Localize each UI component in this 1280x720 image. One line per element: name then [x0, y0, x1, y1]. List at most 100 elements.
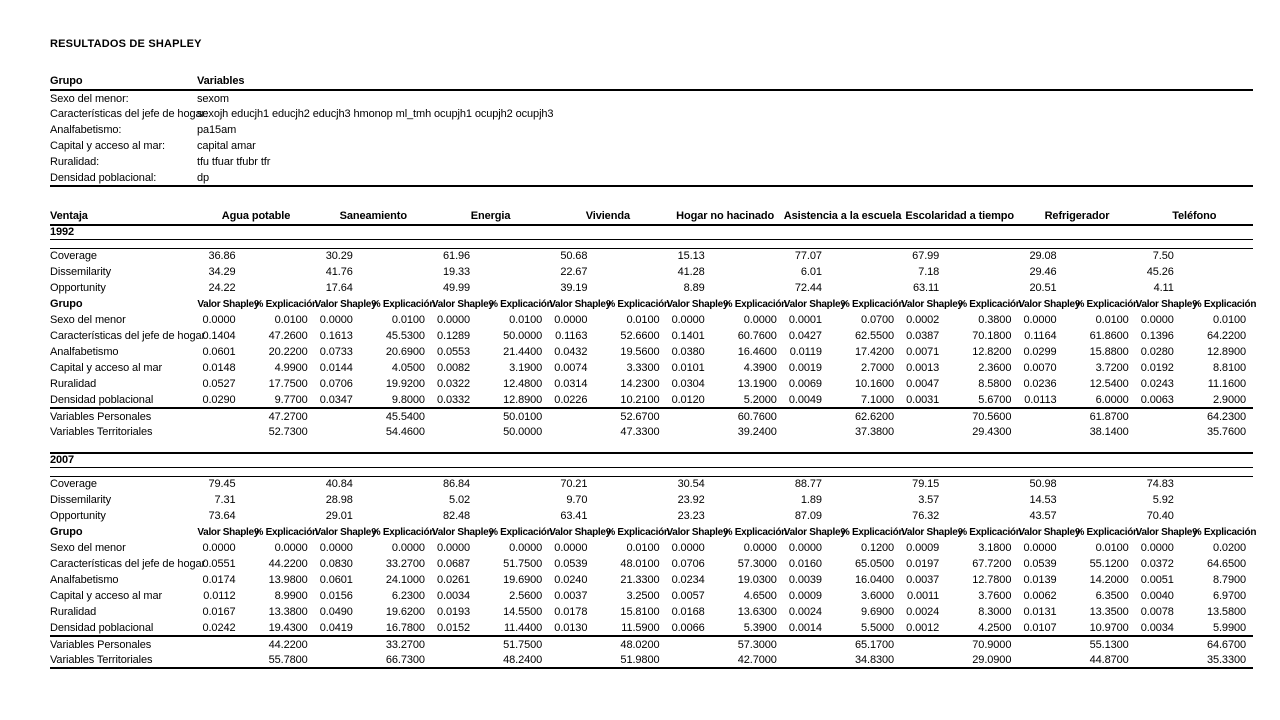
group-data-row: Ruralidad 0.0527 17.7500 0.0706 19.9200 0.032…: [50, 376, 1253, 392]
empty-cell: [255, 248, 315, 264]
shapley-value: 0.0014: [783, 620, 841, 637]
shapley-value: 0.0034: [1135, 620, 1193, 637]
subheader-pct-explicacion: % Explicación: [723, 298, 788, 310]
summary-row: Coverage 36.86 30.29 61.96 50.68 15.13 77.07 67…: [50, 248, 1253, 264]
pct-explicacion-value: 8.3000: [978, 606, 1012, 618]
shapley-value: 0.0078: [1140, 606, 1174, 618]
shapley-value: 0.0178: [554, 606, 588, 618]
total-pct-value: 35.7600: [1206, 426, 1246, 438]
empty-cell: [1075, 476, 1135, 492]
pct-explicacion-value: 0.0000: [509, 542, 543, 554]
summary-value: 23.23: [677, 510, 705, 522]
shapley-value: 0.0527: [202, 378, 236, 390]
shapley-value: 0.0706: [671, 558, 705, 570]
empty-cell: [489, 508, 549, 524]
empty-cell: [666, 652, 724, 669]
row-label: Variables Personales: [50, 410, 152, 423]
pct-explicacion-value: 0.0100: [1095, 542, 1129, 554]
pct-explicacion-value: 24.1000: [385, 574, 425, 586]
shapley-value: 0.0332: [431, 392, 490, 409]
subheader-valor-shapley: Valor Shapley: [1135, 298, 1198, 310]
shapley-value: 0.0002: [906, 314, 940, 326]
pct-explicacion-value: 0.0700: [861, 314, 895, 326]
total-pct-value: 44.2200: [268, 638, 308, 651]
shapley-value: 0.0242: [197, 620, 255, 637]
group-name: Características del jefe de hogar:: [50, 108, 209, 120]
total-pct-value: 47.3300: [620, 426, 660, 438]
section-gap-row: [50, 440, 1253, 453]
section-gap: [50, 440, 1253, 453]
total-pct-value: 65.1700: [855, 638, 895, 651]
subheader-pct-explicacion: % Explicación: [958, 298, 1022, 310]
row-label: Capital y acceso al mar: [50, 590, 163, 602]
shapley-value: 0.0071: [906, 346, 940, 358]
shapley-value: 0.0733: [319, 346, 353, 358]
shapley-value: 0.0063: [1135, 392, 1193, 409]
shapley-value: 0.0000: [554, 542, 588, 554]
shapley-value: 0.0226: [549, 392, 607, 409]
summary-value: 17.64: [325, 282, 353, 294]
summary-value: 40.84: [325, 478, 353, 491]
pct-explicacion-value: 15.8800: [1089, 346, 1129, 358]
shapley-value: 0.0174: [202, 574, 236, 586]
summary-value: 9.70: [566, 494, 588, 506]
shapley-value: 0.0113: [1018, 392, 1076, 409]
summary-value: 41.76: [325, 266, 353, 278]
empty-cell: [255, 280, 315, 296]
pct-explicacion-value: 62.5500: [855, 330, 895, 342]
pct-explicacion-value: 14.2000: [1089, 574, 1129, 586]
total-pct-value: 64.6700: [1206, 638, 1246, 651]
subheader-pct-explicacion: % Explicación: [958, 526, 1022, 538]
total-pct-value: 51.9800: [606, 652, 667, 669]
shapley-value: 0.0009: [906, 542, 940, 554]
total-pct-value: 48.0200: [620, 638, 660, 651]
empty-cell: [901, 652, 959, 669]
shapley-value: 0.1401: [671, 330, 705, 342]
shapley-value: 0.0236: [1023, 378, 1057, 390]
pct-explicacion-value: 7.1000: [840, 392, 902, 409]
empty-cell: [1136, 636, 1193, 652]
group-variables: pa15am: [197, 124, 237, 136]
empty-cell: [489, 280, 549, 296]
empty-cell: [606, 248, 666, 264]
shapley-value: 0.0034: [437, 590, 471, 602]
pct-explicacion-value: 19.9200: [385, 378, 425, 390]
subheader-valor-shapley: Valor Shapley: [549, 298, 611, 310]
row-label: Analfabetismo: [50, 574, 119, 586]
subheader-valor-shapley: Valor Shapley: [901, 526, 963, 538]
empty-cell: [784, 636, 841, 652]
pct-explicacion-value: 3.7600: [978, 590, 1012, 602]
shapley-value: 0.0192: [1140, 362, 1174, 374]
row-label: Sexo del menor: [50, 314, 126, 326]
page-title: RESULTADOS DE SHAPLEY: [50, 38, 202, 50]
pct-explicacion-value: 19.0300: [737, 574, 777, 586]
total-pct-value: 52.6700: [620, 410, 660, 423]
shapley-value: 0.0037: [906, 574, 940, 586]
pct-explicacion-value: 12.8900: [489, 392, 550, 409]
empty-cell: [1075, 248, 1135, 264]
shapley-value: 0.0012: [901, 620, 959, 637]
group-variables: sexom: [197, 92, 229, 105]
total-pct-value: 39.2400: [737, 426, 777, 438]
group-name: Capital y acceso al mar:: [50, 140, 165, 152]
subheader-pct-explicacion: % Explicación: [1192, 526, 1257, 538]
row-label: Densidad poblacional: [50, 620, 198, 637]
empty-cell: [841, 264, 901, 280]
subheader-pct-explicacion: % Explicación: [606, 298, 670, 310]
groups-table: Grupo Variables Sexo del menor: sexom Cara…: [50, 73, 1253, 187]
subheader-pct-explicacion: % Explicación: [489, 298, 553, 310]
shapley-value: 0.0013: [906, 362, 940, 374]
total-pct-value: 55.7800: [254, 652, 315, 669]
total-pct-value: 47.2700: [268, 410, 308, 423]
groups-table-row: Características del jefe de hogar: sexojh…: [50, 106, 1253, 122]
empty-cell: [1018, 424, 1075, 440]
pct-explicacion-value: 70.1800: [972, 330, 1012, 342]
summary-value: 50.98: [1029, 478, 1057, 491]
shapley-value: 0.0112: [203, 590, 236, 602]
empty-cell: [666, 408, 723, 424]
empty-cell: [958, 248, 1018, 264]
total-pct-value: 62.6200: [855, 410, 895, 423]
summary-value: 7.18: [918, 266, 940, 278]
grupo-subheader-row: Grupo Valor Shapley% Explicación Valor Sha…: [50, 296, 1256, 312]
subheader-pct-explicacion: % Explicación: [371, 298, 436, 310]
